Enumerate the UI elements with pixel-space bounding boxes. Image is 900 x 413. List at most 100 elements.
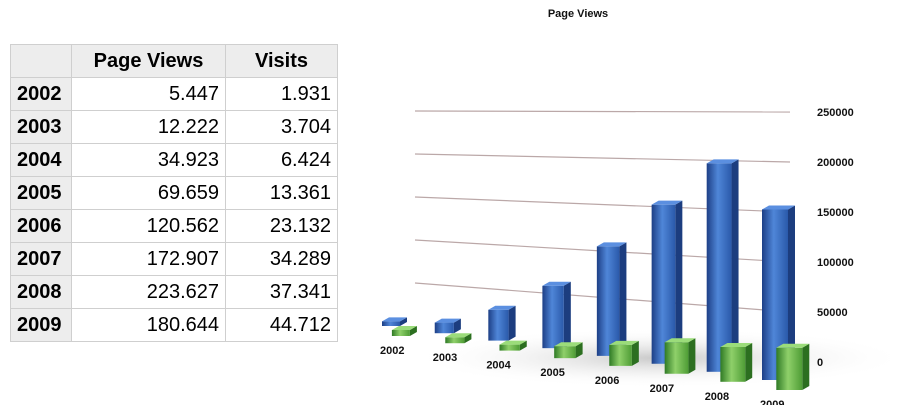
page-views-cell: 180.644 (71, 308, 226, 342)
y-tick-label: 200000 (817, 157, 854, 169)
visits-bar (391, 330, 410, 336)
visits-cell: 44.712 (225, 308, 338, 342)
table-corner-cell (10, 44, 72, 78)
visits-bar (445, 337, 465, 344)
x-tick-label: 2006 (595, 375, 619, 387)
visits-bar-top (554, 342, 583, 347)
table-row: 2004 34.923 6.424 (10, 143, 338, 177)
page-views-cell: 12.222 (71, 110, 226, 144)
page-views-cell: 69.659 (71, 176, 226, 210)
row-year: 2008 (10, 275, 72, 309)
axis-labels: 250000 200000 150000 100000 50000 0 2002 2003 20… (380, 107, 854, 405)
table-row: 2003 12.222 3.704 (10, 110, 338, 144)
x-tick-label: 2003 (433, 352, 457, 364)
visits-bar (499, 344, 520, 351)
x-tick-label: 2007 (650, 383, 674, 395)
visits-bar (720, 346, 746, 382)
page-views-cell: 223.627 (71, 275, 226, 309)
page-views-bar (488, 309, 509, 341)
visits-bar-side (519, 340, 527, 351)
column-header-page-views: Page Views (71, 44, 226, 78)
page-views-bar (706, 163, 732, 372)
visits-bar-top (391, 326, 417, 330)
visits-cell: 23.132 (225, 209, 338, 243)
visits-bar-top (609, 340, 639, 345)
x-tick-label: 2005 (540, 367, 564, 379)
page-views-bar-side (675, 200, 683, 364)
table-row: 2007 172.907 34.289 (10, 242, 338, 276)
visits-bar (554, 346, 576, 359)
page-views-bar (382, 321, 400, 326)
chart-title: Page Views (547, 8, 609, 20)
row-year: 2009 (10, 308, 72, 342)
visits-bar-side (688, 338, 696, 374)
page-views-bar-top (382, 317, 407, 322)
visits-cell: 6.424 (225, 143, 338, 177)
page-views-bar-top (434, 318, 461, 323)
stats-table: Page Views Visits 2002 5.447 1.931 2003 … (10, 44, 338, 342)
visits-bar (664, 342, 689, 374)
visits-cell: 3.704 (225, 110, 338, 144)
page-views-bar-top (706, 159, 739, 164)
row-year: 2005 (10, 176, 72, 210)
visits-bar (776, 347, 803, 390)
page-views-bar-side (731, 159, 739, 372)
visits-bar (609, 344, 632, 366)
page-views-cell: 172.907 (71, 242, 226, 276)
visits-bar-top (445, 333, 472, 338)
gridline (414, 110, 791, 113)
page-views-cell: 5.447 (71, 77, 226, 111)
visits-cell: 1.931 (225, 77, 338, 111)
x-tick-label: 2002 (380, 345, 404, 357)
row-year: 2002 (10, 77, 72, 111)
x-tick-label: 2008 (705, 391, 729, 403)
table-row: 2008 223.627 37.341 (10, 275, 338, 309)
y-tick-label: 100000 (817, 257, 854, 269)
page-views-bar (434, 322, 454, 334)
page-views-bar-top (542, 281, 571, 286)
page-views-cell: 120.562 (71, 209, 226, 243)
page-views-bar-top (762, 205, 795, 210)
y-tick-label: 150000 (817, 207, 854, 219)
page-views-bar (542, 285, 564, 349)
table-row: 2009 180.644 44.712 (10, 308, 338, 342)
visits-bar-top (664, 338, 696, 343)
page-views-bar (596, 246, 620, 356)
page-views-bar (651, 204, 676, 364)
visits-bar-side (631, 340, 639, 366)
visits-bar-side (464, 333, 472, 344)
visits-bar-side (575, 342, 583, 359)
page-views-bar-side (619, 242, 627, 356)
y-tick-label: 50000 (817, 307, 848, 319)
visits-bar-top (776, 343, 810, 348)
visits-cell: 37.341 (225, 275, 338, 309)
bars (382, 159, 810, 390)
y-tick-label: 250000 (817, 107, 854, 119)
table-header-row: Page Views Visits (10, 44, 338, 78)
visits-bar-side (745, 342, 753, 382)
visits-cell: 34.289 (225, 242, 338, 276)
visits-bar-side (802, 343, 810, 390)
page-views-bar-side (453, 318, 461, 334)
page-views-bar-top (596, 242, 627, 247)
page-views-bar-side (508, 305, 516, 341)
page-views-bar-side (788, 205, 795, 380)
table-row: 2005 69.659 13.361 (10, 176, 338, 210)
page-views-bar-top (651, 200, 683, 205)
page-views-bar-top (488, 305, 516, 310)
x-tick-label: 2004 (486, 360, 511, 372)
row-year: 2006 (10, 209, 72, 243)
page-views-cell: 34.923 (71, 143, 226, 177)
row-year: 2003 (10, 110, 72, 144)
row-year: 2007 (10, 242, 72, 276)
visits-cell: 13.361 (225, 176, 338, 210)
bar-chart: 250000 200000 150000 100000 50000 0 2002 2003 20… (380, 107, 890, 405)
y-tick-label: 0 (817, 357, 823, 369)
table-row: 2002 5.447 1.931 (10, 77, 338, 111)
column-header-visits: Visits (225, 44, 338, 78)
x-tick-label: 2009 (760, 399, 784, 405)
page-views-bar-side (400, 317, 407, 326)
visits-bar-side (409, 326, 417, 336)
visits-bar-top (499, 340, 527, 345)
visits-bar-top (720, 342, 753, 347)
